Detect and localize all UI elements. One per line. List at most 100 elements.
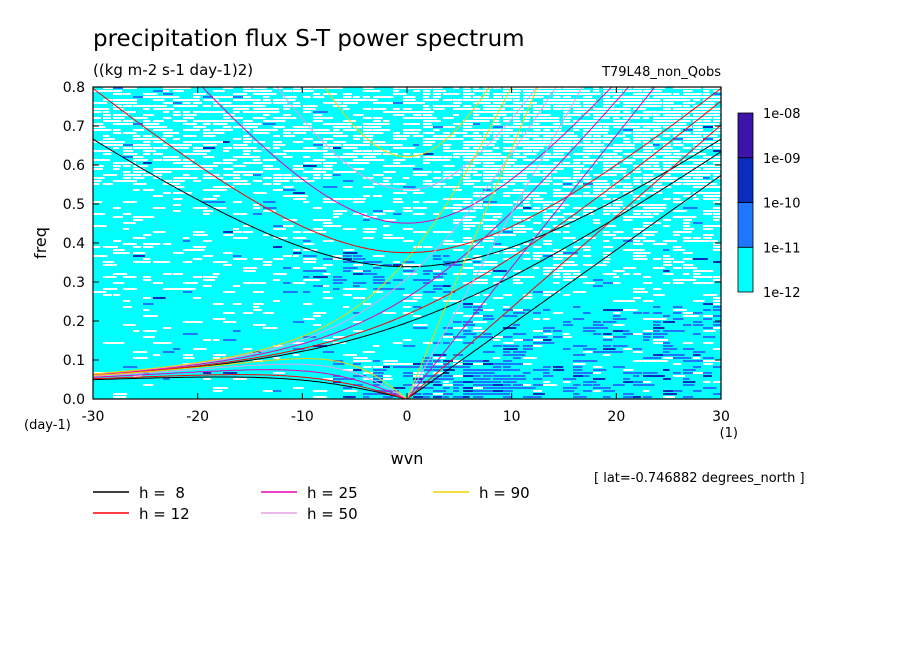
power-cell xyxy=(273,372,286,374)
power-cell xyxy=(603,210,617,212)
power-cell xyxy=(573,183,587,185)
power-cell xyxy=(293,87,301,89)
power-cell xyxy=(443,396,450,398)
power-cell xyxy=(203,156,215,158)
power-cell xyxy=(473,159,483,161)
power-cell xyxy=(663,180,676,182)
power-cell xyxy=(693,276,708,278)
power-cell xyxy=(523,135,535,137)
power-cell xyxy=(273,390,282,392)
power-cell xyxy=(553,267,563,269)
power-cell xyxy=(493,384,507,386)
power-cell xyxy=(623,381,637,383)
power-cell xyxy=(473,222,484,224)
power-cell xyxy=(713,381,721,383)
legend-label: h = 90 xyxy=(479,484,530,502)
power-cell xyxy=(543,132,558,134)
power-cell xyxy=(653,357,662,359)
power-cell xyxy=(643,180,656,182)
power-cell xyxy=(373,141,386,143)
power-cell xyxy=(123,150,134,152)
power-cell xyxy=(283,96,297,98)
power-cell xyxy=(603,240,610,242)
power-cell xyxy=(323,339,334,341)
power-cell xyxy=(323,273,331,275)
power-cell xyxy=(473,321,488,323)
power-cell xyxy=(503,117,518,119)
power-cell xyxy=(143,330,157,332)
power-cell xyxy=(683,192,691,194)
power-cell xyxy=(603,258,611,260)
power-cell xyxy=(683,369,696,371)
power-cell xyxy=(203,189,217,191)
power-cell xyxy=(443,384,454,386)
power-cell xyxy=(213,162,223,164)
power-cell xyxy=(483,387,497,389)
power-cell xyxy=(653,312,663,314)
power-cell xyxy=(603,102,617,104)
power-cell xyxy=(363,141,371,143)
power-cell xyxy=(463,396,470,398)
power-cell xyxy=(433,390,447,392)
power-cell xyxy=(353,201,365,203)
power-cell xyxy=(213,303,224,305)
power-cell xyxy=(583,282,595,284)
power-cell xyxy=(483,240,494,242)
power-cell xyxy=(343,258,352,260)
power-cell xyxy=(423,138,434,140)
power-cell xyxy=(283,135,296,137)
power-cell xyxy=(353,264,363,266)
power-cell xyxy=(463,183,475,185)
power-cell xyxy=(213,141,227,143)
power-cell xyxy=(243,156,257,158)
power-cell xyxy=(543,219,558,221)
power-cell xyxy=(283,180,290,182)
power-cell xyxy=(573,345,588,347)
power-cell xyxy=(293,165,307,167)
power-cell xyxy=(573,177,585,179)
power-cell xyxy=(373,381,383,383)
power-cell xyxy=(153,141,164,143)
power-cell xyxy=(703,147,713,149)
power-cell xyxy=(323,177,332,179)
power-cell xyxy=(113,168,120,170)
power-cell xyxy=(683,102,696,104)
power-cell xyxy=(533,174,546,176)
power-cell xyxy=(653,87,666,89)
power-cell xyxy=(463,240,474,242)
power-cell xyxy=(563,93,573,95)
power-cell xyxy=(483,318,495,320)
power-cell xyxy=(623,114,633,116)
power-cell xyxy=(503,192,514,194)
power-cell xyxy=(683,216,697,218)
power-cell xyxy=(703,318,712,320)
power-cell xyxy=(453,132,468,134)
power-cell xyxy=(373,150,388,152)
power-cell xyxy=(103,261,114,263)
power-cell xyxy=(603,186,615,188)
power-cell xyxy=(503,249,517,251)
power-cell xyxy=(543,369,550,371)
power-cell xyxy=(703,99,717,101)
power-cell xyxy=(573,108,587,110)
power-cell xyxy=(353,375,367,377)
power-cell xyxy=(433,372,446,374)
power-cell xyxy=(223,372,238,374)
power-cell xyxy=(603,114,617,116)
power-cell xyxy=(333,225,342,227)
power-cell xyxy=(683,264,694,266)
power-cell xyxy=(493,87,501,89)
power-cell xyxy=(253,309,262,311)
power-cell xyxy=(693,300,705,302)
power-cell xyxy=(493,165,506,167)
power-cell xyxy=(653,243,668,245)
power-cell xyxy=(473,204,483,206)
power-cell xyxy=(473,309,484,311)
chart-units: ((kg m-2 s-1 day-1)2) xyxy=(93,61,253,79)
power-cell xyxy=(573,291,586,293)
power-cell xyxy=(433,288,443,290)
power-cell xyxy=(243,225,252,227)
power-cell xyxy=(693,354,701,356)
power-cell xyxy=(573,114,582,116)
power-cell xyxy=(443,93,454,95)
